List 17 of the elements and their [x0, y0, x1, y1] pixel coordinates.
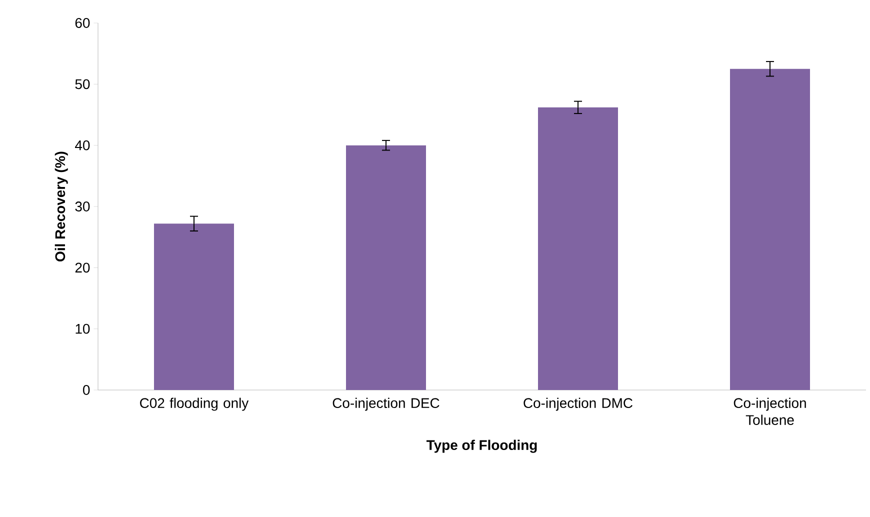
bar [730, 68, 810, 390]
bar [346, 145, 426, 390]
bar [154, 224, 234, 390]
x-tick-label: Co-injection Toluene [734, 398, 806, 425]
y-axis-title: Oil Recovery (%) [54, 152, 68, 262]
y-tick-label: 60 [75, 18, 90, 28]
x-axis-title: Type of Flooding [426, 440, 537, 453]
x-tick-label: Co-injection DMC [524, 398, 632, 411]
y-tick-label: 0 [83, 385, 90, 395]
x-tick-label: C02 flooding only [140, 398, 249, 411]
x-tick-label: Co-injection DEC [332, 398, 440, 411]
y-tick-label: 30 [75, 202, 90, 212]
y-tick-label: 50 [75, 79, 90, 90]
y-tick-label: 20 [75, 262, 90, 273]
y-tick-label: 10 [76, 324, 90, 334]
y-tick-label: 40 [75, 140, 90, 150]
bar [538, 107, 618, 390]
